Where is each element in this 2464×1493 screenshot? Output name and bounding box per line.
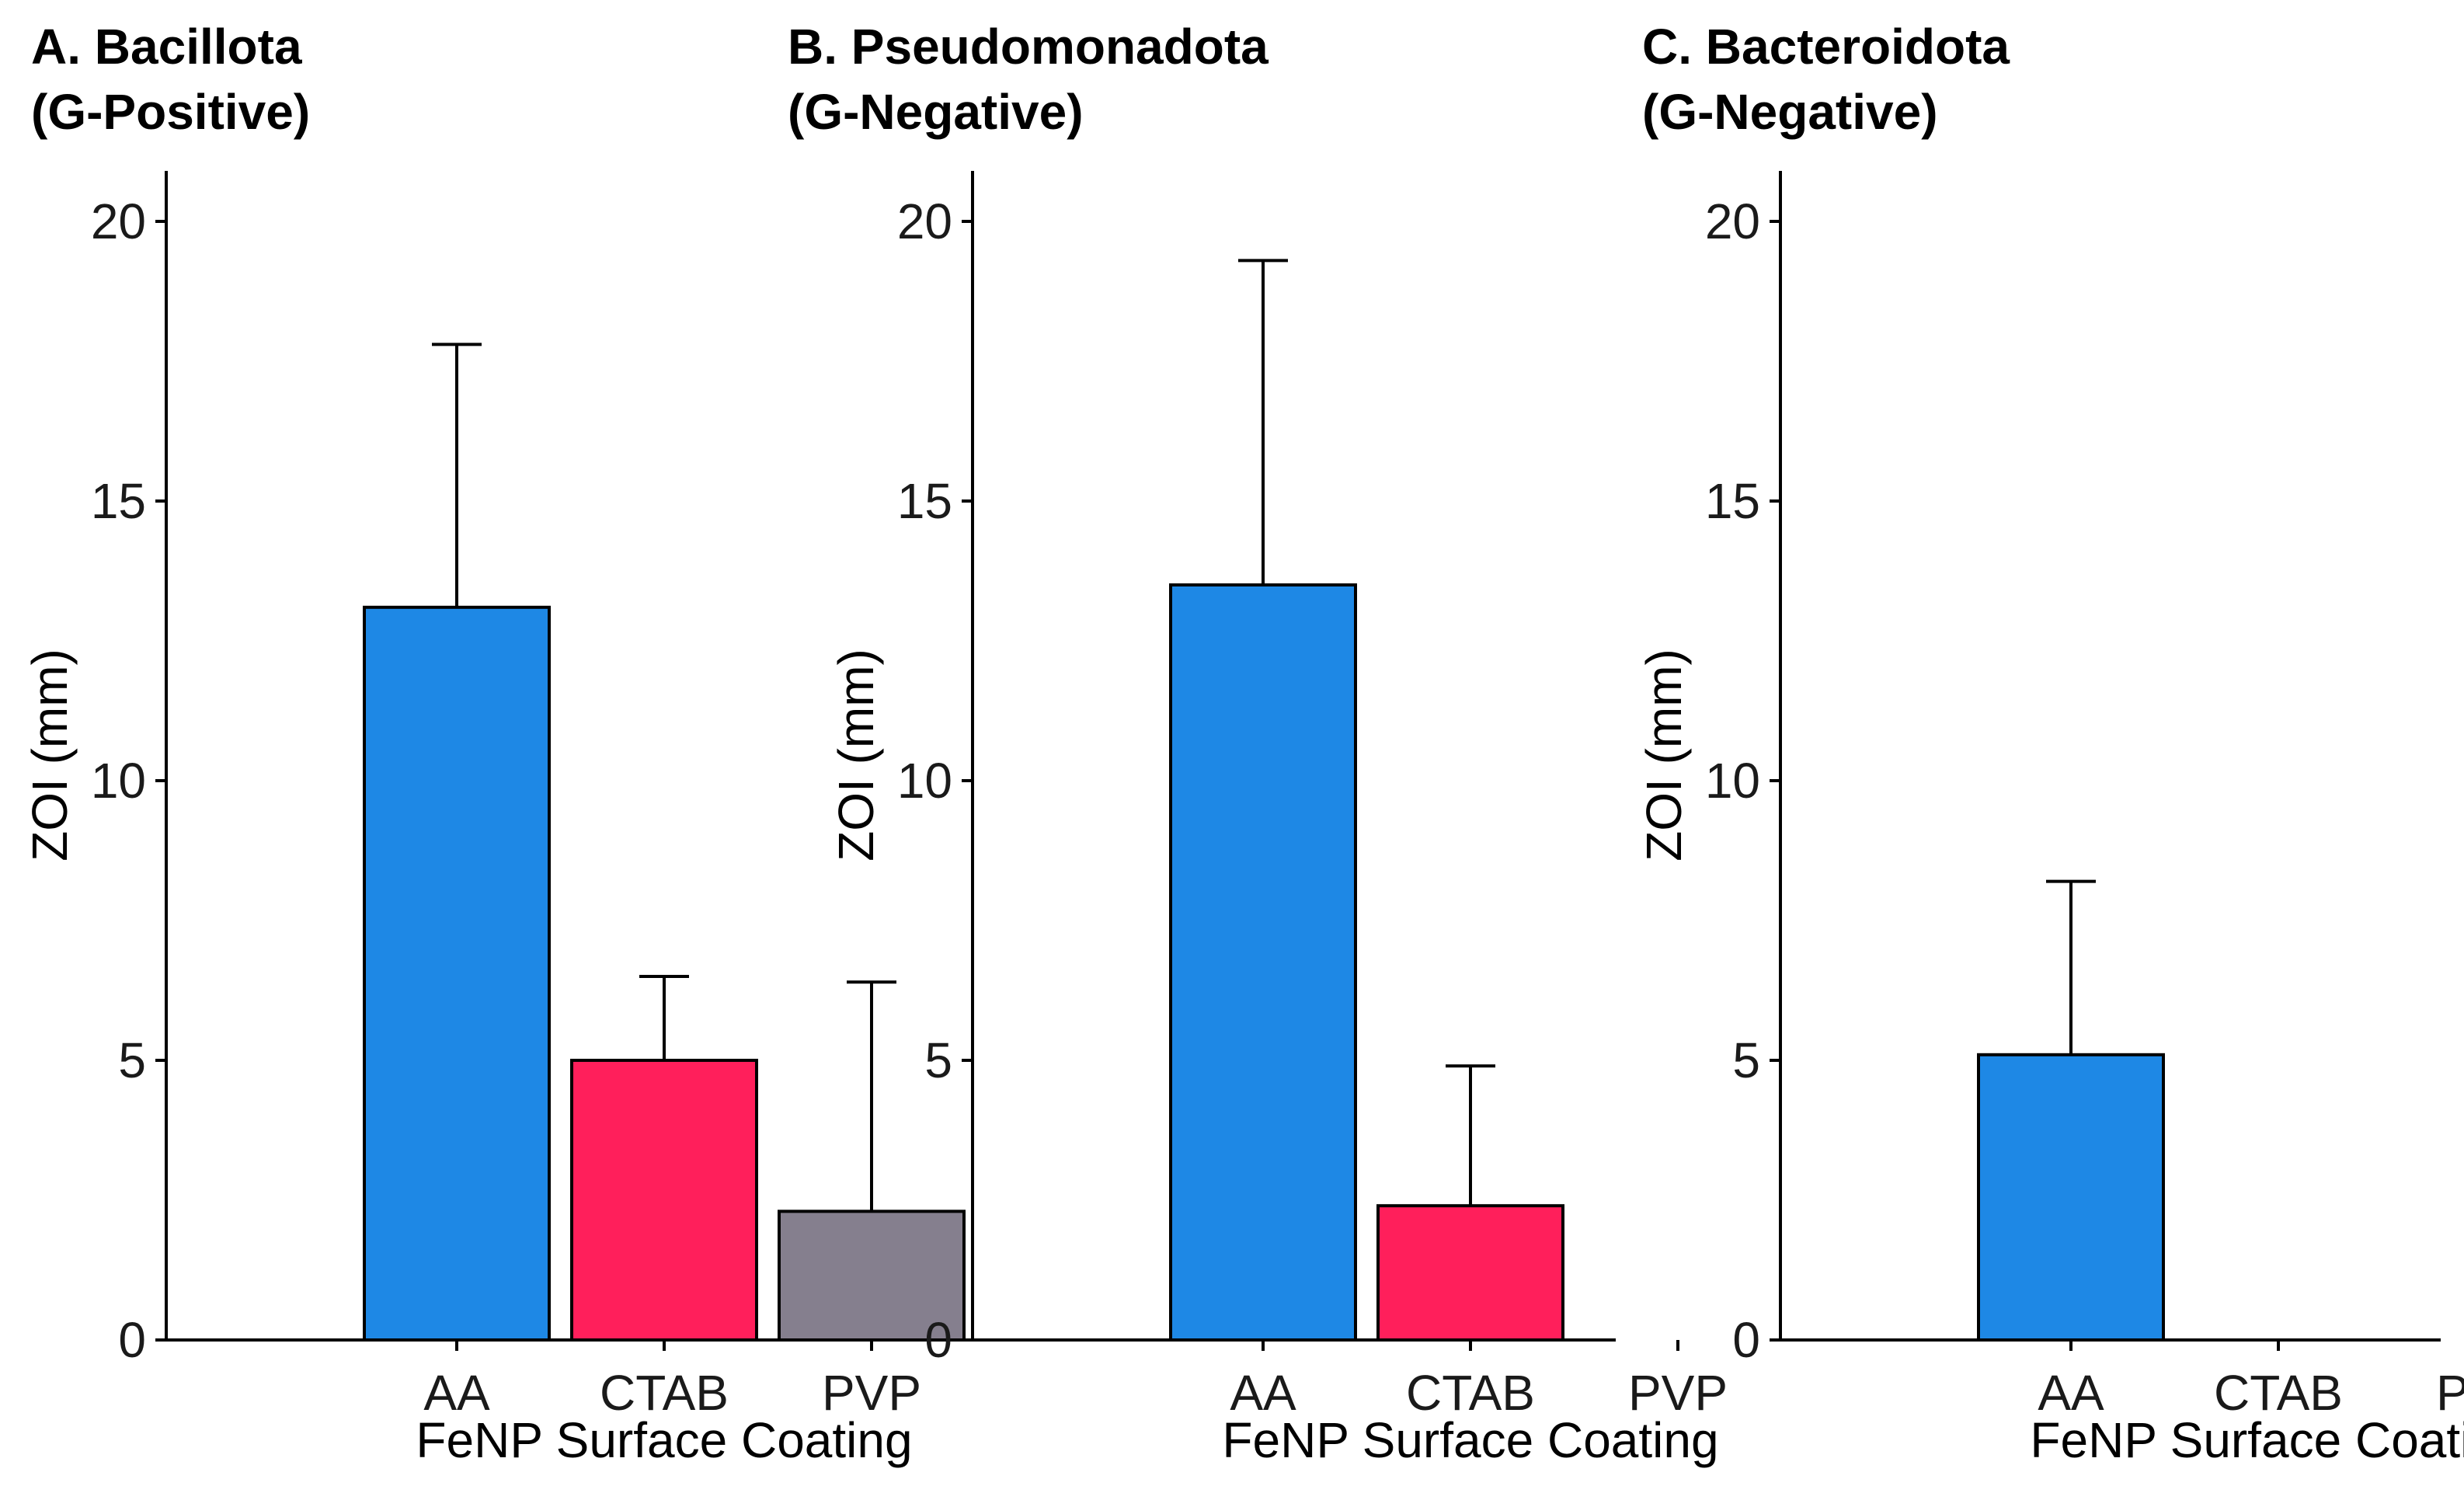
y-tick-label: 5	[1732, 1032, 1760, 1088]
x-tick-label: CTAB	[600, 1365, 729, 1421]
y-tick-label: 0	[924, 1312, 952, 1368]
y-tick-label: 5	[924, 1032, 952, 1088]
y-tick-label: 20	[897, 193, 952, 249]
x-tick-label: PVP	[822, 1365, 921, 1421]
bar-aa	[1977, 1053, 2165, 1342]
bar-ctab	[1376, 1204, 1564, 1342]
y-tick-label: 15	[91, 473, 146, 529]
bar-ctab	[570, 1059, 758, 1342]
panel-b: B. Pseudomonadota(G-Negative)AA CTAB PVP05…	[788, 19, 1728, 1468]
x-axis-title: FeNP Surface Coating	[416, 1412, 912, 1468]
bar-aa	[363, 605, 551, 1342]
x-tick-label: AA	[2038, 1365, 2104, 1421]
y-tick-label: 10	[897, 753, 952, 809]
panel-c: C. Bacteroidota (G-Negative) AA CTAB PVP 0 5 10…	[1636, 19, 2464, 1468]
panel-subtitle: (G-Negative)	[1642, 84, 1938, 140]
panel-title: A. Bacillota	[31, 19, 302, 75]
y-tick-label: 5	[118, 1032, 146, 1088]
x-tick-label: AA	[1230, 1365, 1296, 1421]
y-tick-label: 0	[118, 1312, 146, 1368]
x-tick-label: PVP	[2436, 1365, 2464, 1421]
x-tick-label: CTAB	[2214, 1365, 2343, 1421]
bar-pvp	[778, 1209, 966, 1342]
y-tick-label: 15	[897, 473, 952, 529]
y-axis-title: ZOI (mm)	[22, 649, 78, 861]
x-tick-label: CTAB	[1406, 1365, 1535, 1421]
panel-a: A. Bacillota(G-Positive)AA CTAB PVP0510152…	[22, 19, 966, 1468]
panel-subtitle: (G-Negative)	[788, 84, 1084, 140]
panel-title: B. Pseudomonadota	[788, 19, 1269, 75]
bar-aa	[1169, 583, 1357, 1342]
x-tick-label: AA	[423, 1365, 490, 1421]
y-tick-label: 15	[1705, 473, 1760, 529]
x-axis-title: FeNP Surface Coating	[1222, 1412, 1718, 1468]
x-tick-label: PVP	[1628, 1365, 1728, 1421]
panel-title: C. Bacteroidota	[1642, 19, 2010, 75]
x-axis-title: FeNP Surface Coating	[2030, 1412, 2464, 1468]
y-tick-label: 10	[91, 753, 146, 809]
y-tick-label: 20	[91, 193, 146, 249]
y-tick-label: 0	[1732, 1312, 1760, 1368]
panel-subtitle: (G-Positive)	[31, 84, 310, 140]
y-tick-label: 10	[1705, 753, 1760, 809]
y-axis-title: ZOI (mm)	[828, 649, 884, 861]
y-axis-title: ZOI (mm)	[1636, 649, 1692, 861]
y-tick-label: 20	[1705, 193, 1760, 249]
